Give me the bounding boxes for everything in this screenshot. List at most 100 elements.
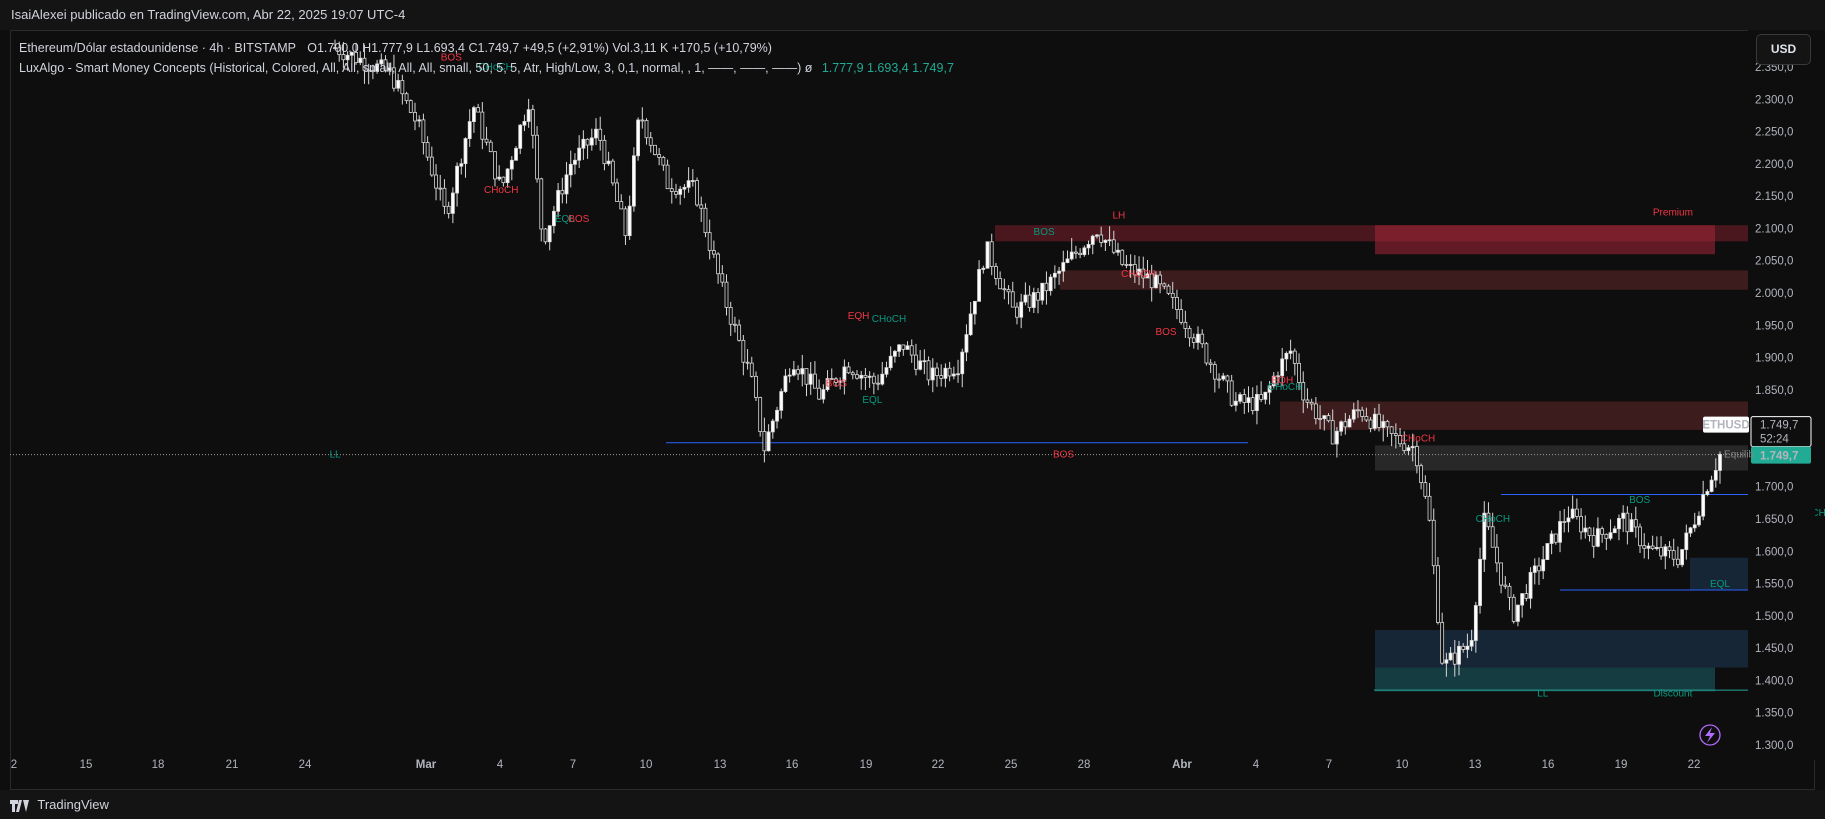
candle	[1503, 584, 1508, 587]
candle	[703, 207, 708, 234]
candle	[1566, 517, 1571, 523]
candle	[1095, 234, 1099, 237]
candle	[682, 186, 687, 190]
candle	[1288, 350, 1293, 354]
candle	[387, 67, 392, 71]
candle	[1271, 375, 1276, 387]
candle	[1633, 519, 1638, 528]
candle	[846, 366, 851, 374]
x-tick-label: 7	[1326, 759, 1332, 771]
candle	[1057, 270, 1061, 274]
lightning-icon[interactable]	[1699, 724, 1721, 746]
candle	[842, 366, 847, 382]
candle	[1444, 659, 1449, 664]
candle	[985, 241, 990, 269]
candle	[530, 109, 535, 136]
candle	[762, 431, 767, 452]
discount-zone	[1375, 630, 1770, 668]
smc-label: BOS	[1155, 327, 1176, 338]
candle	[749, 362, 754, 377]
candle	[897, 344, 902, 352]
candle	[1545, 543, 1550, 560]
candle	[610, 160, 615, 184]
candle	[1646, 545, 1651, 549]
price-axis[interactable]	[1748, 30, 1815, 760]
candle	[943, 367, 948, 379]
candle	[547, 225, 552, 243]
candle	[1183, 321, 1188, 329]
candle	[1465, 645, 1470, 650]
candle	[1532, 565, 1537, 573]
candle	[1212, 364, 1217, 380]
candle	[901, 344, 906, 350]
candle	[623, 208, 628, 237]
candle	[699, 204, 704, 209]
candle	[505, 168, 510, 184]
candle	[1709, 479, 1714, 492]
candle	[421, 119, 426, 143]
candle	[1406, 447, 1411, 451]
x-tick-label: 10	[1396, 759, 1409, 771]
candle	[581, 138, 586, 149]
candle	[922, 360, 927, 363]
candle	[972, 300, 977, 315]
candle	[577, 147, 582, 161]
candle	[1292, 350, 1297, 364]
symbol-legend-row[interactable]: Ethereum/Dólar estadounidense · 4h · BIT…	[19, 38, 954, 58]
candle	[745, 361, 750, 364]
candle	[876, 382, 880, 385]
candle	[855, 374, 859, 379]
candle	[379, 59, 384, 65]
candle	[564, 174, 569, 195]
candle	[615, 182, 619, 202]
candle	[733, 323, 737, 326]
candle	[1524, 593, 1529, 599]
candle	[383, 59, 388, 71]
candle	[1574, 508, 1579, 517]
candle	[1654, 547, 1659, 550]
candle	[766, 431, 771, 452]
y-tick-label: 1.550,0	[1755, 579, 1793, 591]
candle	[1301, 382, 1306, 401]
smc-label: CHoCH	[478, 62, 512, 73]
candle	[695, 180, 699, 206]
candle	[888, 355, 893, 369]
brand-label: TradingView	[37, 797, 109, 812]
candle	[1372, 413, 1377, 429]
candle	[1659, 547, 1663, 557]
candle	[1250, 397, 1255, 411]
discount-zone-strong	[1375, 667, 1715, 692]
candle	[362, 57, 367, 71]
candle	[1086, 244, 1091, 249]
candle	[594, 128, 598, 139]
currency-button[interactable]: USD	[1756, 34, 1811, 65]
ohlc-values: O1.700,0 H1.777,9 L1.693,4 C1.749,7 +49,…	[307, 41, 772, 55]
candle	[1713, 470, 1718, 481]
tradingview-brand[interactable]: TradingView	[10, 790, 109, 819]
candle	[1191, 337, 1196, 343]
candle	[1680, 549, 1685, 566]
indicator-legend-row[interactable]: LuxAlgo - Smart Money Concepts (Historic…	[19, 58, 954, 78]
candle	[1402, 443, 1407, 451]
smc-label: BOS	[441, 53, 462, 64]
candle	[648, 137, 653, 146]
candle	[1246, 397, 1251, 403]
candle	[813, 373, 817, 389]
candle	[1335, 430, 1339, 445]
smc-label: CHoCH	[1268, 382, 1302, 393]
candle	[509, 159, 514, 170]
candle	[1048, 276, 1053, 292]
candle	[1583, 527, 1588, 533]
candle	[678, 188, 683, 195]
x-tick-label: Mar	[416, 759, 437, 771]
candle	[909, 345, 914, 356]
candle	[724, 281, 729, 308]
y-tick-label: 2.300,0	[1755, 94, 1793, 106]
y-tick-label: 1.400,0	[1755, 675, 1793, 687]
candle	[838, 380, 843, 383]
candle	[1305, 399, 1310, 403]
candle	[1457, 645, 1461, 665]
candle	[926, 360, 931, 381]
candle	[994, 266, 998, 279]
